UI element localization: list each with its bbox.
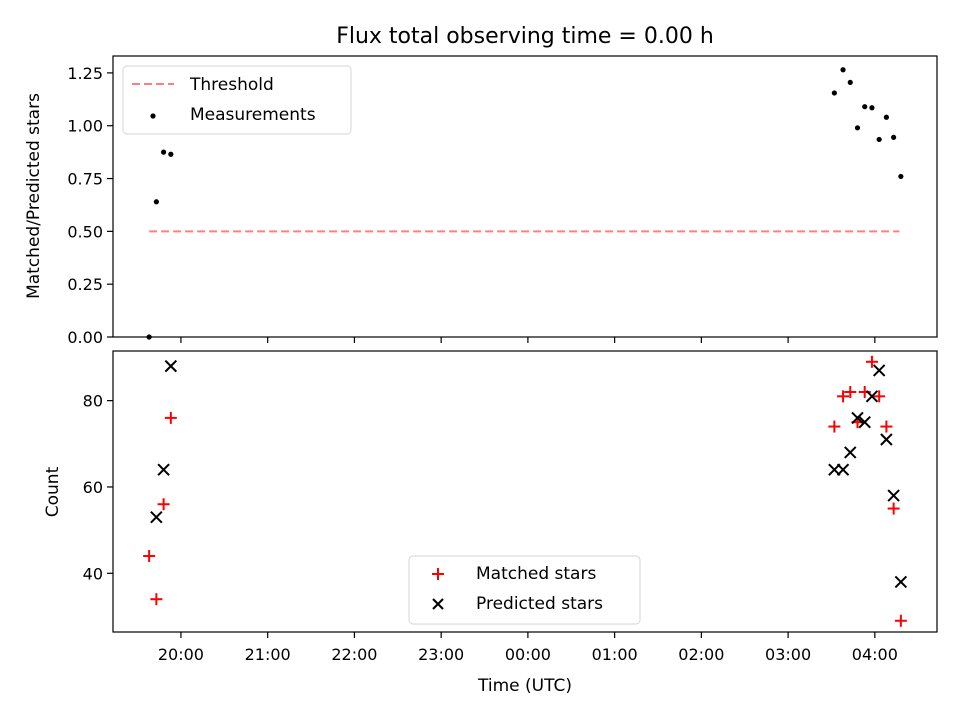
measurement-point xyxy=(876,136,882,143)
matched-star-point xyxy=(880,420,893,433)
predicted-star-point xyxy=(887,489,900,502)
predicted-star-point xyxy=(150,510,163,524)
measurement-point xyxy=(898,173,904,180)
x-tick-label: 21:00 xyxy=(245,645,291,664)
x-tick-label: 03:00 xyxy=(765,645,811,664)
measurement-point xyxy=(831,90,837,96)
x-axis-label: Time (UTC) xyxy=(477,676,572,696)
matched-star-point xyxy=(143,550,156,563)
x-tick-label: 22:00 xyxy=(331,645,377,664)
predicted-star-point xyxy=(844,446,857,459)
matched-star-point xyxy=(844,386,857,399)
top-y-tick-label: 1.00 xyxy=(67,117,103,136)
chart-title: Flux total observing time = 0.00 h xyxy=(336,24,714,49)
matched-star-point xyxy=(865,355,878,368)
predicted-star-point xyxy=(872,364,886,377)
x-axis: 20:00 21:00 22:00 23:00 00:00 01:00 02:00 03:00… xyxy=(158,337,898,664)
top-legend-box xyxy=(122,65,352,135)
top-legend: Threshold Measurements xyxy=(122,65,352,135)
legend-matched-label: Matched stars xyxy=(476,564,596,584)
legend-predicted-label: Predicted stars xyxy=(476,594,603,614)
predicted-star-point xyxy=(880,433,893,446)
top-y-axis: 0.00 0.25 0.50 0.75 1.00 1.25 xyxy=(67,64,113,347)
measurement-point xyxy=(160,149,167,155)
predicted-star-point xyxy=(851,411,864,425)
measurement-point xyxy=(869,105,875,111)
x-tick-label: 20:00 xyxy=(158,645,204,664)
top-y-tick-label: 0.50 xyxy=(67,222,103,241)
measurement-point xyxy=(847,79,853,86)
measurement-point xyxy=(854,125,861,131)
predicted-star-point xyxy=(865,390,879,403)
matched-star-point xyxy=(157,498,170,511)
x-tick-label: 02:00 xyxy=(678,645,724,664)
legend-measurements-label: Measurements xyxy=(190,105,316,125)
legend-threshold-label: Threshold xyxy=(189,75,274,95)
predicted-star-point xyxy=(858,416,871,429)
bottom-y-axis-label: Count xyxy=(43,466,63,517)
top-y-tick-label: 1.25 xyxy=(67,64,103,83)
matched-star-point xyxy=(164,411,177,424)
top-y-tick-label: 0.25 xyxy=(67,275,103,294)
bottom-y-axis: 40 60 80 xyxy=(83,392,113,583)
matched-star-point xyxy=(837,390,850,403)
predicted-star-point xyxy=(836,463,850,476)
matched-star-point xyxy=(873,390,886,403)
measurement-point xyxy=(153,199,159,205)
x-tick-label: 01:00 xyxy=(592,645,638,664)
measurement-point xyxy=(862,104,868,110)
measurement-point xyxy=(168,151,174,157)
predicted-star-point xyxy=(157,463,170,476)
measurement-point xyxy=(840,67,846,73)
bottom-y-tick-label: 40 xyxy=(83,564,103,583)
predicted-star-point xyxy=(894,575,908,589)
top-y-tick-label: 0.00 xyxy=(67,328,103,347)
legend-matched-swatch xyxy=(432,568,444,580)
measurement-point xyxy=(883,114,890,120)
bottom-legend-box xyxy=(408,555,641,625)
top-y-tick-label: 0.75 xyxy=(67,170,103,189)
matched-star-point xyxy=(828,420,841,433)
bottom-legend: Matched stars Predicted stars xyxy=(408,555,641,625)
top-y-axis-label: Matched/Predicted stars xyxy=(24,93,44,299)
matched-star-point xyxy=(894,614,907,627)
legend-measurements-swatch xyxy=(150,113,156,119)
bottom-plot-area xyxy=(143,355,908,627)
predicted-star-point xyxy=(164,359,178,373)
top-axes-frame xyxy=(112,55,938,338)
matched-star-point xyxy=(150,593,163,606)
top-plot-area xyxy=(146,67,904,340)
matched-star-point xyxy=(887,502,900,515)
bottom-y-tick-label: 60 xyxy=(83,478,103,497)
measurement-point xyxy=(891,134,897,140)
x-tick-label: 04:00 xyxy=(852,645,898,664)
x-tick-label: 00:00 xyxy=(505,645,551,664)
bottom-y-tick-label: 80 xyxy=(83,392,103,411)
legend-predicted-swatch xyxy=(432,598,444,610)
x-tick-label: 23:00 xyxy=(418,645,464,664)
bottom-axes-frame xyxy=(112,350,938,633)
